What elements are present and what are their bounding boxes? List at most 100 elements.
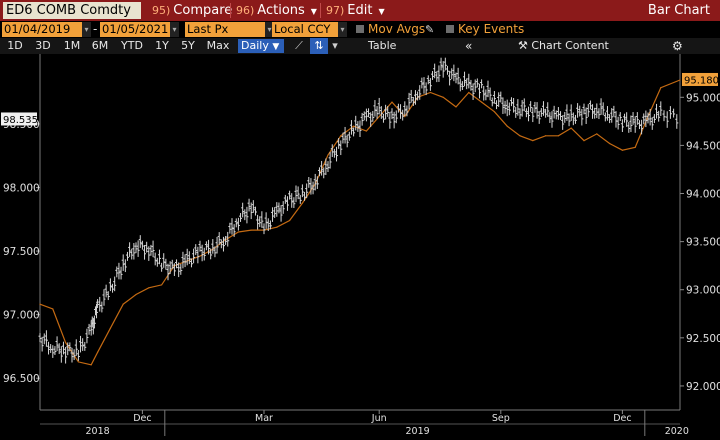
series-point-right [557, 135, 560, 137]
compare-button[interactable]: 95) Compare [148, 2, 236, 19]
x-axis-label: Dec [613, 413, 631, 424]
actions-button[interactable]: 96) Actions ▼ [232, 2, 321, 19]
date-separator: - [93, 22, 98, 36]
caret-down-icon: ▼ [378, 7, 385, 16]
range-toolbar: 1D 3D 1M 6M YTD 1Y 5Y Max Daily ▼ ⟋ ⇅ ▾ … [0, 38, 720, 54]
series-point-right [404, 115, 406, 118]
calendar-dropdown-icon[interactable]: ▾ [82, 22, 91, 37]
chevron-down-icon[interactable]: ▾ [338, 22, 347, 37]
series-point-right [442, 96, 444, 98]
end-date-input[interactable]: 01/05/2021 [100, 22, 170, 37]
range-1y[interactable]: 1Y [155, 39, 169, 52]
range-5y[interactable]: 5Y [181, 39, 195, 52]
candlestick-icon[interactable]: ⇅ [310, 38, 328, 54]
settings-toolbar: 01/04/2019 ▾ - 01/05/2021 ▾ Last Px ▾ Lo… [0, 21, 720, 38]
left-axis-label: 97.500 [3, 246, 40, 258]
x-axis-year-label: 2020 [665, 426, 689, 436]
title-separator [230, 3, 231, 18]
collapse-icon[interactable]: « [465, 39, 473, 53]
gear-icon[interactable]: ⚙ [672, 39, 683, 53]
chart-type-title: Bar Chart [647, 3, 710, 18]
edit-button[interactable]: 97) Edit ▼ [322, 2, 389, 19]
key-events-checkbox[interactable] [446, 25, 454, 33]
x-axis-year-label: 2018 [86, 426, 110, 436]
range-6m[interactable]: 6M [91, 39, 109, 52]
left-axis-label: 98.000 [3, 183, 40, 195]
x-axis-year-label: 2019 [406, 426, 430, 436]
series-point-right [39, 303, 41, 305]
chart-content-label: Chart Content [531, 39, 609, 52]
series-point-right [429, 91, 431, 94]
series-point-right [621, 149, 624, 151]
right-last-value-label: 95.180 [684, 75, 719, 86]
range-3d[interactable]: 3D [35, 39, 51, 52]
calendar-dropdown-icon[interactable]: ▾ [170, 22, 179, 37]
mov-avgs-checkbox[interactable] [356, 25, 364, 33]
x-axis-label: Sep [492, 413, 510, 424]
series-point-right [679, 79, 681, 81]
left-axis-label: 96.500 [3, 373, 40, 385]
table-button[interactable]: Table [368, 39, 397, 52]
line-chart-icon[interactable]: ⟋ [295, 39, 303, 52]
series-point-right [122, 303, 124, 305]
frequency-dropdown[interactable]: Daily ▼ [238, 39, 284, 53]
right-axis-label: 92.500 [686, 333, 720, 345]
series-point-right [289, 219, 291, 222]
key-events-label[interactable]: Key Events [458, 22, 525, 36]
compare-label: Compare [173, 3, 233, 18]
series-point-right [634, 146, 636, 148]
range-1d[interactable]: 1D [7, 39, 23, 52]
right-last-value-badge [682, 72, 718, 86]
right-axis-label: 94.000 [686, 189, 720, 201]
ticker-input[interactable]: ED6 COMB Comdty [3, 2, 141, 19]
series-point-right [481, 101, 483, 103]
left-last-value-label: 98.535 [3, 115, 38, 126]
series-point-right [65, 342, 67, 344]
x-axis-label: Mar [255, 413, 273, 424]
range-ytd[interactable]: YTD [121, 39, 143, 52]
series-point-right [570, 127, 572, 129]
title-separator [320, 3, 321, 18]
chevron-down-icon[interactable]: ▾ [332, 39, 338, 52]
series-point-right [391, 101, 393, 103]
series-point-right [519, 135, 521, 137]
right-axis-label: 93.000 [686, 285, 720, 297]
left-axis-label: 97.000 [3, 310, 40, 322]
series-point-right [455, 106, 457, 108]
series-point-right [340, 135, 342, 137]
range-1m[interactable]: 1M [63, 39, 81, 52]
chevron-down-icon[interactable]: ▾ [265, 22, 274, 37]
chart-content-button[interactable]: ⚒ Chart Content [518, 38, 609, 54]
price-field-select[interactable]: Last Px [185, 22, 265, 37]
start-date-input[interactable]: 01/04/2019 [2, 22, 82, 37]
series-point-right [493, 111, 495, 113]
series-point-right [378, 115, 380, 118]
series-point-right [135, 293, 137, 296]
series-point-right [250, 229, 252, 231]
series-point-right [52, 308, 54, 310]
series-point-right [77, 361, 79, 363]
series-point-right [109, 327, 111, 329]
mov-avgs-label[interactable]: Mov Avgs [368, 22, 426, 36]
series-point-right [468, 91, 470, 94]
series-point-right [596, 133, 598, 135]
series-point-right [97, 351, 99, 353]
frequency-label: Daily [241, 39, 269, 52]
pencil-icon[interactable]: ✎ [425, 23, 435, 36]
actions-number: 96) [236, 4, 255, 17]
title-bar: ED6 COMB Comdty 95) Compare 96) Actions ▼ 9… [0, 0, 720, 21]
x-axis-label: Dec [133, 413, 151, 424]
currency-select[interactable]: Local CCY [272, 22, 338, 37]
range-max[interactable]: Max [206, 39, 230, 52]
series-point-right [199, 255, 201, 257]
series-point-right [148, 287, 150, 289]
series-point-right [327, 154, 329, 156]
edit-number: 97) [326, 4, 345, 17]
series-point-right [506, 125, 508, 127]
chart-settings-icon: ⚒ [518, 39, 528, 52]
compare-number: 95) [152, 4, 171, 17]
series-point-right [545, 135, 547, 137]
